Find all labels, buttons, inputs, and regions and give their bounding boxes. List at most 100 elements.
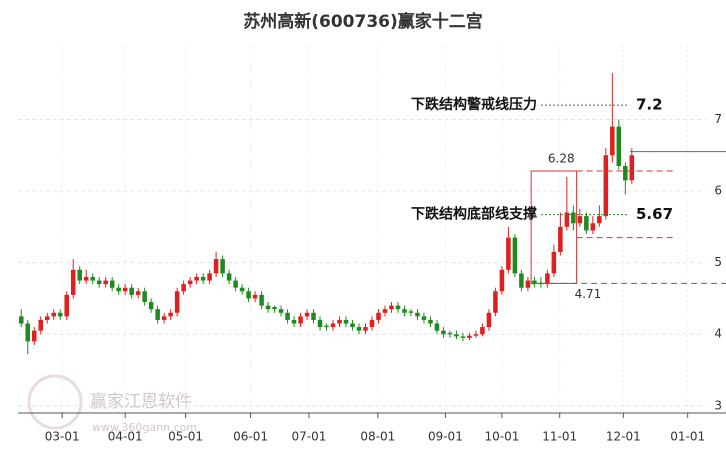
candle-body [135, 291, 141, 295]
candle-body [415, 312, 420, 317]
candle-body [454, 334, 459, 337]
candle-body [506, 237, 511, 270]
candle-body [473, 334, 479, 336]
candle-body [168, 312, 173, 317]
candle-body [623, 165, 628, 181]
y-tick-label: 6 [714, 184, 722, 198]
candle-body [480, 327, 485, 335]
candle-body [213, 259, 219, 274]
candle-body [96, 280, 102, 285]
candle-body [103, 280, 108, 285]
y-tick-label: 3 [714, 398, 722, 412]
candle-body [129, 287, 134, 295]
candle-body [460, 336, 466, 338]
candle-body [421, 316, 427, 320]
candle-body [512, 237, 518, 274]
candle-body [584, 216, 589, 231]
box-top-label: 6.28 [548, 152, 575, 166]
candle-body [285, 312, 290, 320]
candle-body [356, 327, 362, 331]
candle-body [226, 273, 232, 281]
candle-body [629, 155, 635, 181]
candle-body [616, 126, 622, 166]
y-tick-label: 4 [714, 327, 722, 341]
candle-body [122, 287, 128, 292]
candle-body [90, 276, 95, 281]
support-value: 5.67 [636, 205, 673, 223]
candle-body [259, 294, 264, 306]
candle-body [324, 325, 329, 328]
candle-body [181, 284, 186, 292]
candle-body [317, 319, 323, 328]
support-label: 下跌结构底部线支撑 [411, 206, 537, 223]
x-tick-label: 04-01 [108, 430, 143, 444]
candle-body [376, 312, 381, 320]
x-tick-label: 08-01 [360, 430, 395, 444]
candle-body [428, 319, 433, 324]
candle-body [350, 323, 355, 328]
candle-body [38, 319, 44, 331]
candle-body [564, 212, 570, 227]
candle-body [83, 276, 89, 281]
candle-body [395, 305, 401, 310]
candle-body [272, 307, 277, 310]
candle-body [597, 216, 602, 224]
resistance-label: 下跌结构警戒线压力 [411, 96, 537, 113]
candle-body [57, 312, 63, 317]
candle-body [434, 323, 440, 331]
candle-body [447, 332, 453, 335]
candle-body [25, 323, 31, 342]
watermark-name: 赢家江恩软件 [90, 392, 192, 412]
candle-body [174, 291, 180, 313]
candle-body [161, 316, 167, 320]
candle-body [304, 312, 310, 317]
candle-body [486, 312, 492, 328]
candle-body [571, 212, 576, 224]
candle-body [44, 316, 50, 320]
candle-body [408, 311, 414, 313]
candle-body [603, 155, 609, 217]
y-tick-label: 7 [714, 112, 722, 126]
candle-body [382, 309, 388, 313]
candle-body [187, 280, 193, 285]
candle-body [64, 294, 69, 317]
x-tick-label: 06-01 [233, 430, 268, 444]
candle-body [252, 294, 258, 299]
candle-body [77, 269, 82, 281]
candle-body [330, 323, 336, 328]
x-tick-label: 05-01 [168, 430, 203, 444]
candle-body [116, 287, 121, 292]
x-tick-label: 09-01 [428, 430, 463, 444]
x-tick-label: 11-01 [542, 430, 577, 444]
candle-body [493, 291, 498, 313]
candle-body [298, 316, 303, 324]
candle-body [51, 312, 56, 317]
candle-body [441, 330, 446, 335]
candle-body [291, 319, 297, 324]
candle-body [389, 305, 394, 310]
x-tick-label: 03-01 [45, 430, 80, 444]
candle-body [311, 312, 316, 320]
chart-title: 苏州高新(600736)赢家十二宫 [243, 11, 483, 32]
y-tick-label: 5 [714, 255, 722, 269]
candle-body [402, 309, 407, 313]
candle-body [532, 280, 537, 285]
candle-body [207, 273, 212, 281]
x-tick-label: 07-01 [292, 430, 327, 444]
resistance-value: 7.2 [636, 96, 663, 114]
candle-body [148, 302, 154, 310]
candle-body [233, 280, 238, 288]
candle-body [363, 327, 368, 331]
box-bottom-label: 4.71 [575, 287, 602, 301]
candle-body [337, 319, 342, 324]
candle-body [610, 126, 615, 156]
candle-body [558, 226, 563, 252]
x-tick-label: 10-01 [484, 430, 519, 444]
candle-body [343, 319, 349, 324]
candle-body [31, 330, 37, 342]
candle-body [109, 280, 115, 288]
candle-body [265, 305, 271, 310]
candle-body [239, 287, 245, 292]
candle-body [369, 319, 375, 328]
candle-body [278, 309, 284, 313]
